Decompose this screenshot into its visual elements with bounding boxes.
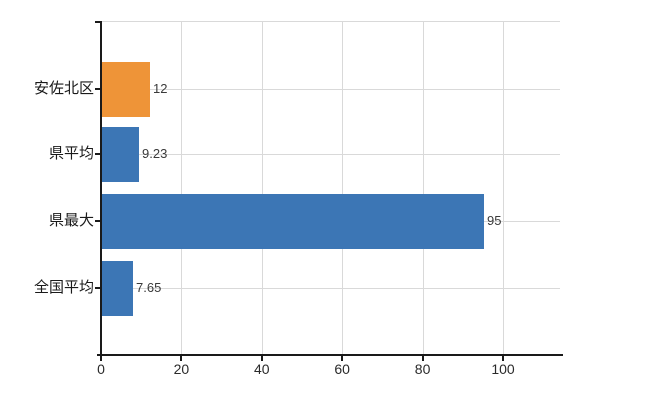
gridline-vertical <box>181 21 183 355</box>
bar-県平均 <box>102 126 139 182</box>
x-axis-tick-label: 0 <box>97 361 105 377</box>
x-axis-tick-label: 100 <box>491 361 515 377</box>
x-axis-tick <box>260 356 263 361</box>
value-label: 9.23 <box>142 146 168 161</box>
value-label: 12 <box>153 81 168 96</box>
bar-安佐北区 <box>102 61 150 117</box>
x-axis-tick-label: 80 <box>414 361 431 377</box>
x-axis-tick-label: 60 <box>334 361 350 377</box>
category-label: 県平均 <box>48 145 94 162</box>
y-axis-tick <box>95 153 101 155</box>
x-axis-tick-label: 20 <box>173 361 190 377</box>
category-label: 全国平均 <box>33 279 94 296</box>
gridline-vertical <box>342 21 344 355</box>
gridline-vertical <box>261 21 263 355</box>
value-label: 95 <box>487 213 502 228</box>
y-axis-line <box>100 21 102 355</box>
x-axis-tick-label: 40 <box>254 361 270 377</box>
y-axis-tick <box>95 220 101 222</box>
value-label: 7.65 <box>136 280 162 295</box>
x-axis-line <box>97 354 563 356</box>
x-axis-tick <box>100 356 102 361</box>
x-axis-tick <box>502 356 504 361</box>
gridline-horizontal <box>101 89 560 90</box>
y-axis-tick <box>95 88 101 90</box>
bar-全国平均 <box>102 260 133 316</box>
gridline-horizontal <box>101 21 560 22</box>
gridline-horizontal <box>101 288 560 289</box>
category-label: 安佐北区 <box>33 80 94 97</box>
gridline-vertical <box>422 21 424 355</box>
y-axis-tick <box>95 287 101 289</box>
x-axis-tick <box>341 356 344 361</box>
y-axis-tick <box>95 21 101 23</box>
x-axis-tick <box>180 356 183 361</box>
gridline-horizontal <box>101 154 560 155</box>
bar-県最大 <box>102 193 484 249</box>
x-axis-tick <box>421 356 424 361</box>
category-label: 県最大 <box>48 212 94 229</box>
gridline-vertical <box>503 21 504 355</box>
